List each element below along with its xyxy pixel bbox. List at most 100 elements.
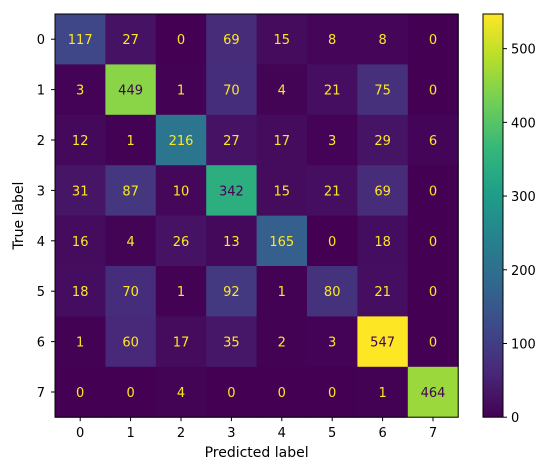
heatmap-cell <box>407 64 459 116</box>
heatmap-cell-value: 87 <box>122 184 139 199</box>
heatmap-cell-value: 0 <box>429 184 437 199</box>
colorbar-tick-label: 0 <box>511 411 519 426</box>
heatmap-cell <box>105 316 157 368</box>
heatmap-cell-value: 21 <box>374 285 391 300</box>
heatmap-cell-value: 117 <box>68 33 93 48</box>
heatmap-cell-value: 216 <box>169 134 194 149</box>
heatmap-cells <box>55 14 459 418</box>
heatmap-cell <box>256 165 308 217</box>
heatmap-cell-value: 0 <box>227 386 235 401</box>
heatmap-cell <box>256 266 308 317</box>
heatmap-cell-value: 0 <box>429 33 437 48</box>
y-tick-label: 0 <box>37 33 45 48</box>
heatmap-cell-value: 92 <box>223 285 240 300</box>
heatmap-cell-value: 29 <box>374 134 391 149</box>
heatmap-cell <box>407 165 459 217</box>
heatmap-cell <box>155 215 207 267</box>
heatmap-cell-value: 449 <box>118 84 143 99</box>
heatmap-cell <box>407 14 459 65</box>
heatmap-cell-value: 13 <box>223 235 240 250</box>
heatmap-cell <box>155 366 207 418</box>
heatmap-cell-value: 8 <box>378 33 386 48</box>
heatmap-cell <box>105 14 157 65</box>
colorbar <box>482 13 504 418</box>
heatmap-cell <box>206 316 258 368</box>
heatmap-cell <box>256 14 308 65</box>
y-tick-label: 7 <box>37 386 45 401</box>
heatmap-cell-value: 0 <box>76 386 84 401</box>
heatmap-cell-value: 26 <box>173 235 190 250</box>
heatmap-cell <box>55 165 106 217</box>
heatmap-cell <box>105 165 157 217</box>
x-tick-label: 1 <box>126 426 134 441</box>
heatmap-cell-value: 1 <box>76 336 84 351</box>
heatmap-cell <box>357 316 409 368</box>
heatmap-cell <box>55 14 106 65</box>
heatmap-cell-value: 4 <box>177 386 185 401</box>
heatmap-cell-value: 2 <box>278 336 286 351</box>
heatmap-cell <box>357 64 409 116</box>
heatmap-cell <box>206 266 258 317</box>
heatmap-cell <box>206 215 258 267</box>
heatmap-cell-value: 0 <box>429 235 437 250</box>
heatmap-cell <box>357 215 409 267</box>
heatmap-cell-value: 0 <box>429 285 437 300</box>
heatmap-cell-value: 69 <box>223 33 240 48</box>
heatmap-cell-value: 10 <box>173 184 190 199</box>
x-tick-label: 0 <box>76 426 84 441</box>
heatmap-cell <box>407 316 459 368</box>
heatmap-cell-value: 80 <box>324 285 341 300</box>
heatmap-cell-value: 18 <box>374 235 391 250</box>
heatmap-cell-value: 0 <box>429 336 437 351</box>
heatmap-cell-labels: 117 27 0 69 15 8 8 03 449 1 70 4 21 75 012 1 216 27 17 3 29 6… <box>68 33 446 401</box>
heatmap-cell <box>55 316 106 368</box>
heatmap-cell <box>55 366 106 418</box>
heatmap-cell <box>307 64 358 116</box>
y-tick-label: 6 <box>37 336 45 351</box>
x-tick-label: 3 <box>227 426 235 441</box>
y-tick-label: 1 <box>37 84 45 99</box>
heatmap-cell-value: 3 <box>328 336 336 351</box>
heatmap-cell <box>206 165 258 217</box>
heatmap-cell-value: 1 <box>177 285 185 300</box>
heatmap-cell <box>105 215 157 267</box>
heatmap-cell-value: 342 <box>219 184 244 199</box>
x-tick-label: 5 <box>328 426 336 441</box>
x-tick-label: 2 <box>177 426 185 441</box>
heatmap-cell <box>155 14 207 65</box>
heatmap-cell <box>407 114 459 166</box>
heatmap-cell-value: 15 <box>274 184 291 199</box>
heatmap-cell-value: 17 <box>173 336 190 351</box>
heatmap-cell-value: 547 <box>370 336 395 351</box>
heatmap-cell-value: 0 <box>429 84 437 99</box>
colorbar-tick-label: 100 <box>511 337 536 352</box>
heatmap-cell-value: 1 <box>378 386 386 401</box>
heatmap-cell-value: 75 <box>374 84 391 99</box>
heatmap-cell <box>55 215 106 267</box>
heatmap-cell-value: 35 <box>223 336 240 351</box>
heatmap-cell-value: 31 <box>72 184 89 199</box>
heatmap-cell <box>407 215 459 267</box>
heatmap-cell-value: 3 <box>76 84 84 99</box>
heatmap-cell <box>206 64 258 116</box>
heatmap-cell <box>256 215 308 267</box>
heatmap-cell <box>407 266 459 317</box>
y-tick-label: 3 <box>37 184 45 199</box>
heatmap-cell-value: 18 <box>72 285 89 300</box>
heatmap-cell <box>256 64 308 116</box>
heatmap-cell <box>307 114 358 166</box>
heatmap-cell <box>307 316 358 368</box>
heatmap-cell <box>155 64 207 116</box>
colorbar-ticks: 0 100 200 300 400 500 <box>503 43 536 426</box>
y-axis-label: True label <box>11 182 27 251</box>
heatmap-cell <box>55 64 106 116</box>
heatmap-cell-value: 3 <box>328 134 336 149</box>
x-axis-ticks: 0 1 2 3 4 5 6 7 <box>76 417 437 441</box>
heatmap-cell-value: 464 <box>421 386 446 401</box>
heatmap-cell <box>357 114 409 166</box>
heatmap-cell-value: 165 <box>269 235 294 250</box>
x-axis-label: Predicted label <box>205 445 309 461</box>
heatmap-cell <box>256 114 308 166</box>
heatmap-cell-value: 17 <box>274 134 291 149</box>
